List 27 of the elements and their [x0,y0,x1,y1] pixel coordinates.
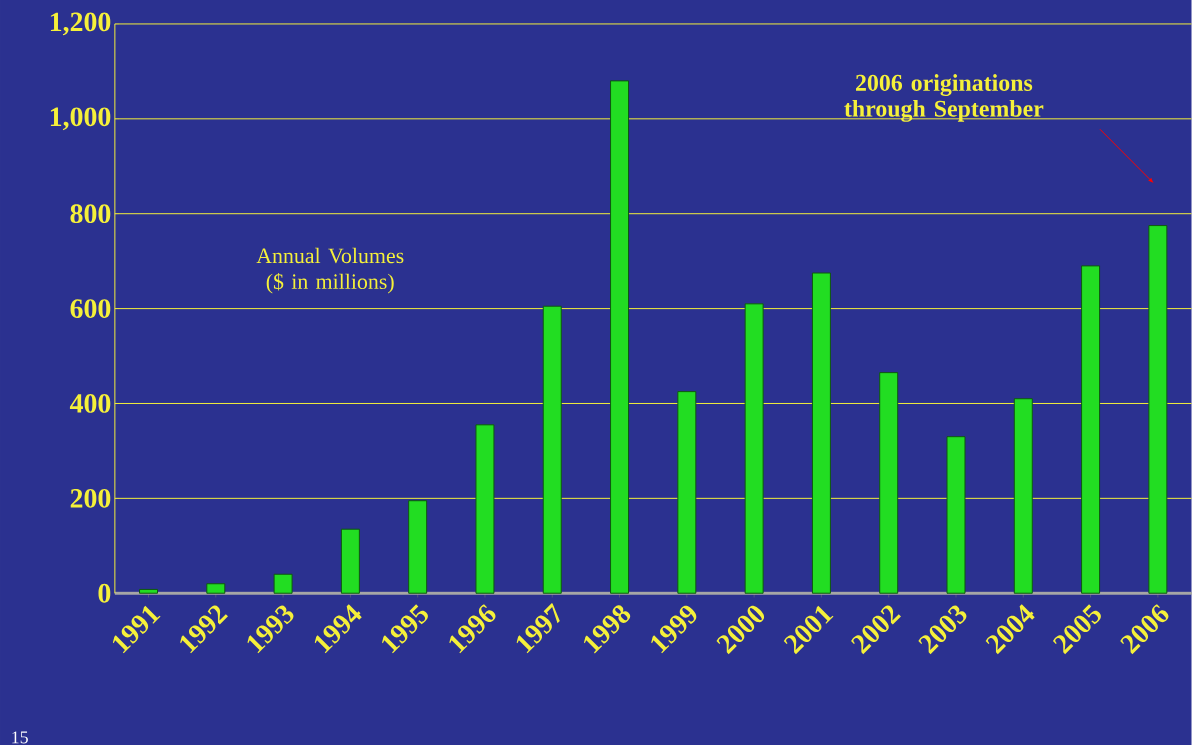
bar [946,436,966,594]
bar [408,500,428,594]
bar [879,372,899,594]
bar [1081,265,1101,594]
bar [340,528,360,594]
bar [1013,398,1033,594]
y-tick-label: 200 [70,489,111,508]
text: 15 [12,731,28,744]
y-tick-label: 600 [70,299,111,319]
bar [1148,225,1168,594]
bar [273,573,293,594]
annotation: 2006 originations through September [844,74,1044,122]
bar [744,303,764,594]
bar [206,583,226,594]
bar [542,305,562,594]
y-tick-label: 0 [98,583,111,603]
bar [811,272,831,594]
y-tick-label: 400 [69,394,111,413]
y-tick-label: 800 [70,204,111,224]
bar [677,391,697,594]
y-tick-label: 1,200 [50,12,111,36]
y-tick-label: 1,000 [50,107,111,131]
bar [610,80,630,594]
annotation: Annual Volumes ($ in millions) [256,247,404,294]
bar [475,424,495,594]
bar [139,589,158,594]
x-tick-label: 1991 [112,605,161,654]
